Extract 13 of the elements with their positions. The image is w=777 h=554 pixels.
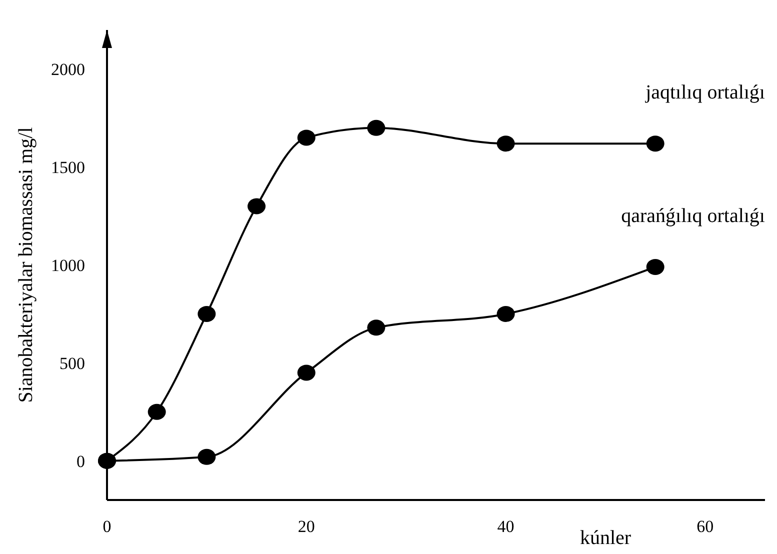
y-axis-title: Sianobakteriyalar biomassasi mg/l: [15, 126, 37, 403]
x-tick-label: 60: [696, 517, 714, 536]
x-tick-label: 20: [298, 517, 315, 536]
text: qarańǵılıq ortalıǵı: [621, 204, 766, 227]
y-tick-label: 1000: [51, 256, 85, 275]
y-tick-label: 1500: [51, 158, 85, 178]
y-tick-label: 500: [60, 354, 85, 373]
x-tick-label: 40: [497, 517, 514, 536]
x-axis-title: kúnler: [580, 527, 632, 549]
series-label: jaqtılıq ortalıǵı: [644, 82, 766, 104]
x-tick-label: 0: [102, 517, 112, 536]
y-tick-label: 2000: [51, 60, 85, 80]
y-tick-label: 0: [76, 452, 85, 471]
